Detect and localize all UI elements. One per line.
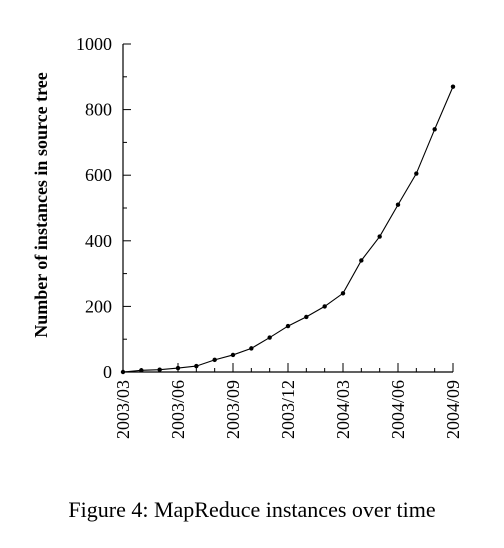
y-tick-label: 800 — [85, 100, 112, 120]
data-series — [120, 84, 456, 375]
series-line — [122, 86, 454, 373]
data-point — [212, 357, 217, 363]
x-tick-label: 2004/03 — [333, 380, 353, 439]
x-tick-label: 2003/03 — [113, 380, 133, 439]
data-point — [120, 369, 126, 375]
x-tick-label: 2004/06 — [388, 380, 408, 439]
data-point — [395, 202, 401, 207]
data-point — [450, 84, 456, 89]
y-tick-label: 400 — [85, 231, 112, 251]
data-point — [359, 258, 364, 263]
figure-caption: Figure 4: MapReduce instances over time — [68, 497, 436, 522]
data-point — [304, 314, 309, 320]
data-point — [285, 323, 291, 329]
y-tick-label: 600 — [85, 165, 112, 185]
data-point — [230, 352, 236, 358]
data-point — [249, 346, 254, 351]
data-point — [414, 171, 419, 176]
y-axis-label: Number of instances in source tree — [31, 72, 51, 337]
data-point — [175, 365, 181, 371]
data-point — [157, 367, 162, 372]
chart: 0 200 400 600 800 1000 2003/03 2003/06 2003/09 20… — [31, 34, 463, 439]
data-point — [267, 335, 272, 340]
x-tick-label: 2003/12 — [278, 380, 298, 439]
x-tick-label: 2003/09 — [223, 380, 243, 439]
data-point — [377, 234, 382, 239]
data-point — [322, 304, 327, 309]
y-tick-label: 1000 — [76, 34, 112, 54]
x-tick-label: 2004/09 — [443, 380, 463, 439]
data-point — [432, 127, 437, 132]
x-tick-label: 2003/06 — [168, 380, 188, 439]
data-point — [139, 368, 144, 373]
y-tick-label: 200 — [85, 296, 112, 316]
data-point — [340, 291, 346, 296]
axes: 0 200 400 600 800 1000 2003/03 2003/06 2003/09 20… — [76, 34, 463, 439]
data-point — [194, 363, 199, 369]
y-tick-label: 0 — [103, 362, 112, 382]
